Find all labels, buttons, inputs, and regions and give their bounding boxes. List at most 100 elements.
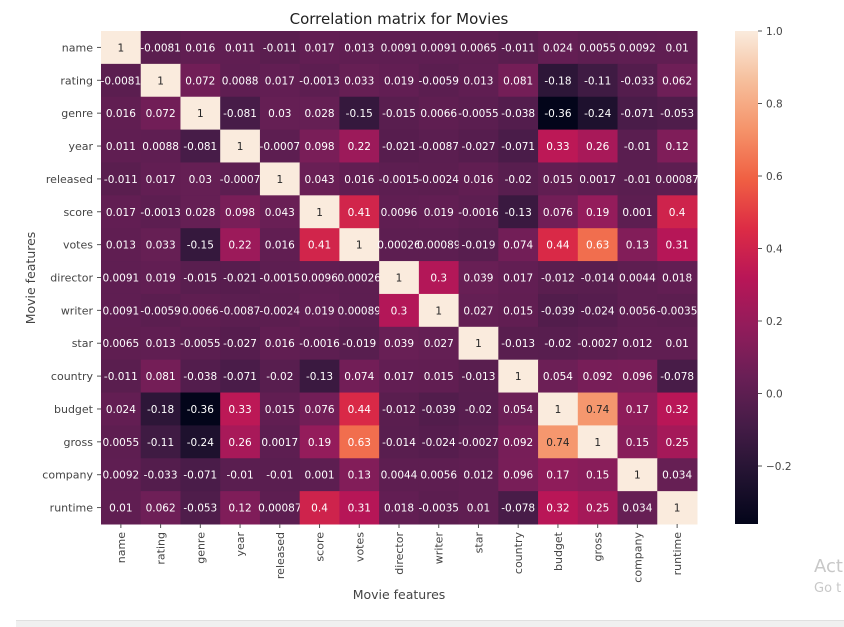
cell-value: 0.016: [344, 174, 374, 186]
cell-value: 0.024: [543, 42, 573, 54]
cell-value: 1: [157, 75, 164, 87]
heatmap-cell: [458, 425, 499, 459]
heatmap-cell: [657, 228, 698, 262]
heatmap-cell: [418, 96, 460, 131]
heatmap-cell: [538, 31, 579, 65]
heatmap-cell: [259, 129, 301, 163]
cell-value: 0.12: [228, 503, 251, 515]
cell-value: -0.18: [147, 404, 174, 416]
cell-value: 0.054: [503, 404, 533, 416]
cell-value: 1: [634, 470, 641, 482]
cell-value: 0.018: [384, 503, 414, 515]
heatmap-cell: [101, 392, 142, 426]
heatmap-cell: [577, 228, 619, 262]
cell-value: 0.41: [308, 240, 331, 252]
heatmap-cell: [617, 326, 658, 361]
heatmap-cell: [180, 162, 221, 196]
heatmap-cells: 1 -0.0081 0.016 0.011 -0.011 0.017 0.013 0.0091…: [101, 31, 699, 525]
cell-value: 0.22: [348, 141, 371, 153]
cell-value: -0.02: [544, 338, 571, 350]
cell-value: -0.0007: [260, 141, 301, 153]
heatmap-cell: [339, 63, 380, 98]
heatmap-cell: [498, 162, 539, 196]
colorbar: [735, 31, 758, 524]
cell-value: -0.053: [183, 503, 217, 515]
heatmap-cell: [180, 359, 221, 394]
heatmap-cell: [418, 63, 460, 98]
cell-value: 0.015: [543, 174, 573, 186]
heatmap-cell: [657, 359, 698, 394]
cell-value: 0.0017: [579, 174, 616, 186]
cell-value: 0.062: [662, 75, 692, 87]
cell-value: 0.03: [268, 108, 291, 120]
cell-value: -0.15: [346, 108, 373, 120]
heatmap-cell: [339, 31, 380, 65]
cell-value: 0.017: [146, 174, 176, 186]
cell-value: 0.039: [463, 273, 493, 285]
heatmap-cell: [299, 392, 340, 426]
cell-value: 0.072: [185, 75, 215, 87]
cell-value: -0.01: [624, 141, 651, 153]
heatmap-cell: [299, 293, 340, 328]
heatmap-cell: [657, 162, 698, 196]
cell-value: 1: [237, 141, 244, 153]
cell-value: -0.012: [541, 273, 575, 285]
chart-title: Correlation matrix for Movies: [290, 10, 509, 28]
heatmap-cell: [220, 491, 261, 525]
heatmap-cell: [220, 359, 261, 394]
cell-value: 0.00089: [417, 240, 460, 252]
cell-value: 0.013: [344, 42, 374, 54]
heatmap-cell: [538, 293, 579, 328]
cell-value: -0.0081: [140, 42, 181, 54]
cell-value: 0.043: [265, 207, 295, 219]
cell-value: -0.011: [263, 42, 297, 54]
y-tick-label: rating: [60, 74, 93, 87]
cell-value: 0.015: [265, 404, 295, 416]
cell-value: 0.4: [311, 503, 328, 515]
heatmap-cell: [418, 359, 460, 394]
heatmap-cell: [101, 261, 142, 295]
cell-value: -0.013: [501, 338, 535, 350]
cell-value: 0.0055: [579, 42, 616, 54]
cell-value: 0.054: [543, 371, 573, 383]
heatmap-cell: [458, 162, 499, 196]
cell-value: 0.0096: [301, 273, 338, 285]
heatmap-cell: [657, 31, 698, 65]
y-tick-label: runtime: [50, 502, 94, 515]
cell-value: -0.021: [223, 273, 257, 285]
cell-value: -0.019: [342, 338, 376, 350]
x-tick-label: genre: [194, 532, 207, 564]
cell-value: 1: [515, 371, 522, 383]
heatmap-cell: [220, 195, 261, 229]
cell-value: 0.017: [384, 371, 414, 383]
cell-value: 0.039: [384, 338, 414, 350]
bottom-scrollbar[interactable]: [16, 620, 844, 627]
cell-value: 0.0066: [182, 305, 219, 317]
heatmap-cell: [498, 261, 539, 295]
cell-value: 0.01: [665, 42, 688, 54]
cell-value: 0.011: [106, 141, 136, 153]
heatmap-cell: [220, 228, 261, 262]
cell-value: 0.015: [424, 371, 454, 383]
heatmap-cell: [140, 228, 181, 262]
cell-value: 0.013: [106, 240, 136, 252]
y-tick-label: votes: [63, 239, 93, 252]
heatmap-cell: [617, 96, 658, 131]
cell-value: -0.011: [501, 42, 535, 54]
cell-value: -0.0087: [418, 141, 459, 153]
y-tick-label: genre: [61, 107, 93, 120]
cell-value: -0.081: [223, 108, 257, 120]
cell-value: 0.016: [265, 240, 295, 252]
heatmap-cell: [339, 195, 380, 229]
heatmap-cell: [180, 261, 221, 295]
cell-value: -0.013: [462, 371, 496, 383]
heatmap-cell: [379, 458, 420, 492]
heatmap-cell: [538, 326, 579, 361]
heatmap-cell: [220, 162, 261, 196]
watermark-line1: Act: [814, 556, 843, 577]
heatmap-cell: [458, 129, 499, 163]
heatmap-cell: [299, 261, 340, 295]
cell-value: 0.028: [185, 207, 215, 219]
cell-value: 0.19: [586, 207, 609, 219]
cell-value: 0.74: [586, 404, 610, 416]
